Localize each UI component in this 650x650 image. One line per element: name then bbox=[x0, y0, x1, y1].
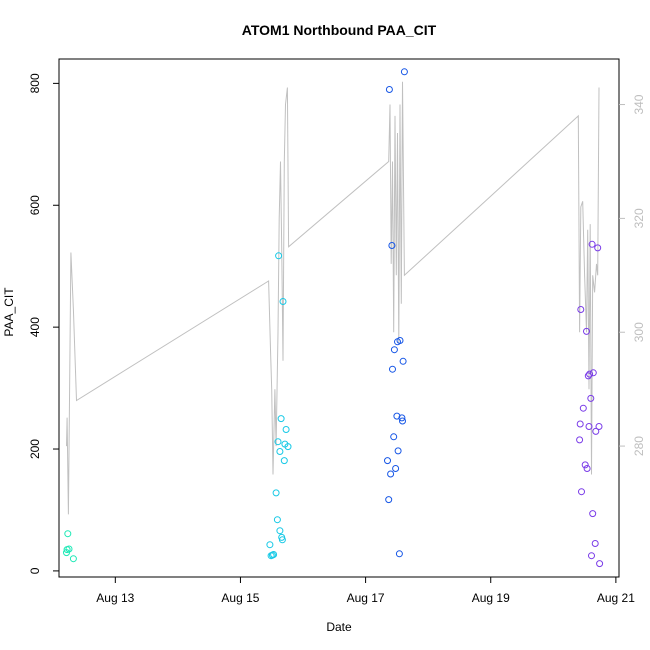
data-point-23 bbox=[384, 457, 391, 465]
y-tick-label-4: 800 bbox=[28, 73, 42, 93]
y-axis-left: 0 200 400 600 800 bbox=[28, 73, 59, 574]
data-point-58 bbox=[592, 427, 600, 435]
series-line bbox=[66, 81, 600, 515]
chart-title: ATOM1 Northbound PAA_CIT bbox=[242, 22, 437, 38]
data-point-5 bbox=[266, 541, 274, 549]
y2-tick-label-0: 280 bbox=[632, 436, 646, 456]
data-point-44 bbox=[578, 488, 585, 496]
data-point-37 bbox=[398, 414, 406, 422]
x-tick-label-2: Aug 17 bbox=[347, 591, 385, 605]
data-point-46 bbox=[581, 461, 589, 469]
y2-tick-label-1: 300 bbox=[632, 322, 646, 342]
data-points bbox=[63, 68, 604, 568]
data-point-61 bbox=[596, 560, 604, 568]
data-point-9 bbox=[272, 489, 280, 497]
data-point-28 bbox=[389, 365, 396, 373]
data-point-38 bbox=[399, 417, 406, 425]
y-tick-label-2: 400 bbox=[28, 317, 42, 337]
y-axis-label: PAA_CIT bbox=[2, 287, 16, 337]
x-tick-label-1: Aug 15 bbox=[221, 591, 259, 605]
x-tick-label-4: Aug 21 bbox=[597, 591, 635, 605]
data-point-10 bbox=[273, 516, 281, 524]
data-point-18 bbox=[279, 298, 287, 305]
data-point-36 bbox=[396, 337, 404, 344]
x-axis: Aug 13 Aug 15 Aug 17 Aug 19 Aug 21 bbox=[96, 577, 635, 605]
data-point-34 bbox=[394, 447, 402, 455]
y-tick-label-0: 0 bbox=[28, 567, 42, 574]
data-point-25 bbox=[385, 86, 393, 93]
data-point-29 bbox=[390, 433, 398, 441]
data-point-41 bbox=[576, 436, 584, 444]
data-point-57 bbox=[591, 540, 599, 547]
data-point-24 bbox=[385, 496, 393, 504]
data-point-49 bbox=[584, 372, 592, 380]
data-point-39 bbox=[399, 357, 407, 365]
data-point-30 bbox=[390, 346, 398, 354]
x-tick-label-0: Aug 13 bbox=[96, 591, 134, 605]
y-tick-label-3: 600 bbox=[28, 195, 42, 215]
data-point-21 bbox=[282, 426, 290, 433]
x-axis-label: Date bbox=[326, 620, 352, 634]
plot-frame bbox=[58, 58, 620, 578]
y-axis-right: 280 300 320 340 bbox=[619, 94, 646, 456]
data-point-22 bbox=[284, 443, 292, 451]
data-point-12 bbox=[275, 252, 283, 260]
right-axis-series-line bbox=[66, 81, 600, 515]
data-point-13 bbox=[276, 448, 284, 455]
data-point-54 bbox=[588, 240, 596, 248]
data-point-27 bbox=[388, 242, 396, 249]
data-point-17 bbox=[278, 536, 286, 544]
data-point-4 bbox=[69, 555, 77, 563]
data-point-15 bbox=[277, 415, 285, 423]
data-point-8 bbox=[270, 551, 278, 558]
data-point-52 bbox=[587, 394, 595, 402]
data-point-35 bbox=[395, 550, 403, 558]
data-point-40 bbox=[400, 68, 408, 76]
x-tick-label-3: Aug 19 bbox=[472, 591, 510, 605]
y2-tick-label-2: 320 bbox=[632, 208, 646, 228]
data-point-50 bbox=[585, 423, 593, 430]
y2-tick-label-3: 340 bbox=[632, 94, 646, 114]
data-point-53 bbox=[588, 552, 595, 560]
data-point-60 bbox=[595, 423, 603, 430]
data-point-51 bbox=[586, 370, 594, 378]
data-point-2 bbox=[64, 530, 72, 538]
data-point-56 bbox=[589, 369, 597, 377]
data-point-31 bbox=[392, 465, 400, 472]
data-point-26 bbox=[387, 470, 395, 478]
data-point-55 bbox=[589, 510, 597, 518]
data-point-43 bbox=[577, 306, 585, 313]
data-point-19 bbox=[280, 457, 288, 465]
data-point-48 bbox=[583, 465, 591, 472]
data-point-42 bbox=[576, 420, 584, 428]
data-point-3 bbox=[65, 545, 73, 553]
data-point-45 bbox=[579, 404, 587, 412]
data-point-14 bbox=[276, 527, 284, 535]
data-point-11 bbox=[274, 438, 282, 446]
y-tick-label-1: 200 bbox=[28, 439, 42, 459]
data-point-59 bbox=[594, 244, 602, 252]
data-point-47 bbox=[583, 327, 590, 335]
